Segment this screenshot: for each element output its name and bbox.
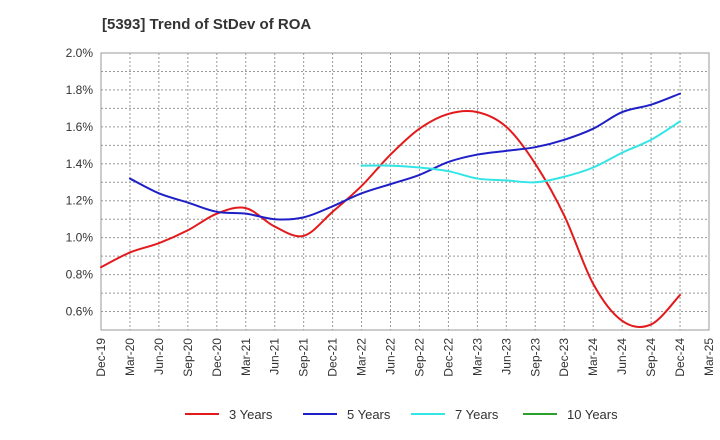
x-tick-label: Jun-22 <box>384 338 398 375</box>
x-tick-label: Mar-21 <box>239 338 253 376</box>
legend-label: 10 Years <box>567 406 618 422</box>
y-tick-label: 1.0% <box>66 231 94 245</box>
legend-item: 3 Years <box>185 404 272 424</box>
series-line-7-years <box>360 120 682 184</box>
x-tick-label: Dec-20 <box>210 338 224 377</box>
y-tick-label: 1.6% <box>66 120 94 134</box>
x-tick-label: Jun-21 <box>268 338 282 375</box>
x-tick-label: Mar-20 <box>123 338 137 376</box>
series-line-3-years <box>100 110 682 328</box>
x-tick-label: Jun-24 <box>615 338 629 375</box>
legend: 3 Years 5 Years 7 Years 10 Years <box>0 404 720 428</box>
y-tick-label: 0.8% <box>66 268 94 282</box>
legend-item: 10 Years <box>523 404 618 424</box>
x-tick-label: Sep-23 <box>528 338 542 377</box>
legend-swatch <box>523 413 557 415</box>
x-tick-label: Mar-25 <box>702 338 716 376</box>
x-tick-label: Dec-19 <box>94 338 108 377</box>
y-tick-label: 2.0% <box>66 46 94 60</box>
x-tick-label: Sep-22 <box>412 338 426 377</box>
x-tick-label: Dec-23 <box>557 338 571 377</box>
grid-lines <box>100 52 710 331</box>
legend-swatch <box>185 413 219 415</box>
legend-label: 5 Years <box>347 406 391 422</box>
legend-swatch <box>411 413 445 415</box>
y-tick-label: 1.4% <box>66 157 94 171</box>
x-tick-label: Dec-21 <box>326 338 340 377</box>
x-tick-label: Dec-24 <box>673 338 687 377</box>
plot-area <box>100 52 710 331</box>
legend-item: 5 Years <box>303 404 390 424</box>
x-tick-label: Mar-22 <box>355 338 369 376</box>
series-lines <box>100 92 682 328</box>
y-tick-label: 1.8% <box>66 83 94 97</box>
y-tick-label: 0.6% <box>66 305 94 319</box>
x-tick-label: Sep-24 <box>644 338 658 377</box>
x-tick-label: Sep-21 <box>297 338 311 377</box>
legend-label: 3 Years <box>229 406 273 422</box>
legend-label: 7 Years <box>455 406 499 422</box>
chart-title: [5393] Trend of StDev of ROA <box>102 16 312 33</box>
x-tick-label: Mar-24 <box>586 338 600 376</box>
x-tick-label: Dec-22 <box>441 338 455 377</box>
legend-swatch <box>303 413 337 415</box>
x-tick-label: Sep-20 <box>181 338 195 377</box>
x-tick-label: Jun-20 <box>152 338 166 375</box>
x-tick-label: Jun-23 <box>499 338 513 375</box>
axes: 0.6% 0.8% 1.0% 1.2% 1.4% 1.6% 1.8% 2.0% Dec-19 Ma… <box>66 46 716 377</box>
legend-item: 7 Years <box>411 404 498 424</box>
series-line-5-years <box>128 92 682 221</box>
x-tick-label: Mar-23 <box>470 338 484 376</box>
y-tick-label: 1.2% <box>66 194 94 208</box>
